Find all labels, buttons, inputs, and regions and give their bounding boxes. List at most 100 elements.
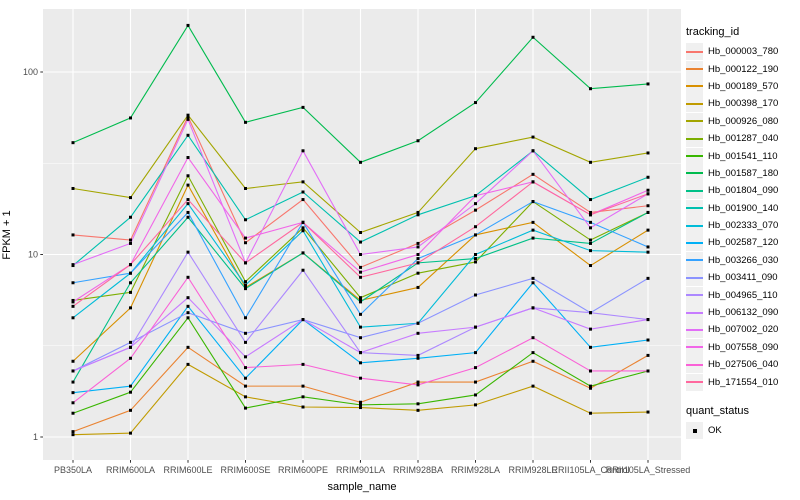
data-point: [416, 253, 420, 256]
data-point: [129, 241, 132, 245]
legend-item-label: Hb_007002_020: [708, 324, 779, 336]
legend-item: Hb_001541_110: [686, 147, 798, 165]
data-point: [531, 336, 535, 340]
legend-item-label: Hb_000926_080: [708, 115, 779, 127]
legend-line-swatch-icon: [686, 381, 703, 384]
legend-key: [686, 43, 703, 61]
data-point: [416, 213, 420, 217]
legend-item-label: Hb_001587_180: [708, 167, 779, 179]
data-point: [359, 253, 362, 256]
data-point: [186, 183, 190, 187]
data-point: [359, 275, 362, 279]
legend-item-label: Hb_000122_190: [708, 63, 779, 75]
legend-item-label: Hb_000398_170: [708, 98, 779, 110]
data-point: [359, 351, 362, 355]
data-point: [589, 226, 592, 230]
data-point: [646, 204, 650, 208]
x-tick-label: RRII105LA_Stressed: [606, 465, 691, 475]
data-point: [646, 175, 650, 179]
data-point: [129, 408, 132, 412]
x-tick-label: RRII105LA_Control: [551, 465, 629, 475]
tracking-id-legend-items: Hb_000003_780 Hb_000122_190 Hb_000189_570 H…: [686, 43, 798, 391]
legend-key: [686, 286, 703, 304]
legend-line-swatch-icon: [686, 172, 703, 175]
data-point: [474, 225, 477, 229]
data-point: [474, 147, 477, 151]
data-point: [589, 384, 592, 388]
data-point: [301, 105, 305, 109]
data-point: [474, 293, 477, 297]
data-point: [129, 238, 132, 242]
legend-line-swatch-icon: [686, 137, 703, 140]
legend-item-label: Hb_001804_090: [708, 185, 779, 197]
data-point: [416, 380, 420, 384]
data-point: [416, 383, 420, 387]
data-point: [244, 186, 247, 190]
x-tick-label: RRIM928LE: [508, 465, 557, 475]
data-point: [646, 338, 650, 342]
data-point: [589, 369, 592, 373]
legend-key: [686, 217, 703, 235]
legend-line-swatch-icon: [686, 120, 703, 123]
data-point: [589, 213, 592, 217]
data-point: [301, 362, 305, 366]
legend-item-label: Hb_001900_140: [708, 202, 779, 214]
data-point: [186, 117, 190, 121]
legend-line-swatch-icon: [686, 346, 703, 349]
data-point: [186, 210, 190, 214]
legend-item: Hb_001804_090: [686, 182, 798, 200]
data-point: [531, 172, 535, 176]
data-point: [71, 141, 75, 145]
data-point: [589, 345, 592, 349]
data-point: [244, 218, 247, 222]
data-point: [589, 311, 592, 315]
legend-line-swatch-icon: [686, 259, 703, 262]
legend-line-swatch-icon: [686, 68, 703, 71]
data-point: [129, 263, 132, 267]
data-point: [71, 300, 75, 304]
legend-key: [686, 77, 703, 95]
data-point: [301, 395, 305, 399]
legend-item-label: Hb_001287_040: [708, 133, 779, 145]
legend-item-label: Hb_002587_120: [708, 237, 779, 249]
data-point: [301, 318, 305, 322]
legend-key: [686, 182, 703, 200]
legend-line-swatch-icon: [686, 311, 703, 314]
data-point: [186, 198, 190, 202]
data-point: [589, 411, 592, 415]
data-point: [71, 391, 75, 395]
data-point: [474, 202, 477, 206]
data-point: [474, 257, 477, 261]
data-point: [589, 210, 592, 214]
data-point: [71, 233, 75, 237]
data-point: [531, 149, 535, 153]
data-point: [416, 408, 420, 412]
data-point: [359, 336, 362, 340]
y-axis-title: FPKM + 1: [1, 210, 13, 260]
data-point: [359, 300, 362, 304]
data-point: [71, 304, 75, 308]
data-point: [71, 281, 75, 285]
data-point: [646, 151, 650, 155]
data-point: [359, 240, 362, 244]
data-point: [71, 380, 75, 384]
data-point: [474, 194, 477, 198]
legend-item: Hb_001287_040: [686, 130, 798, 148]
legend-line-swatch-icon: [686, 241, 703, 244]
data-point: [359, 325, 362, 329]
legend-line-swatch-icon: [686, 294, 703, 297]
data-point: [589, 238, 592, 242]
y-tick-label: 1: [33, 432, 38, 442]
data-point: [301, 229, 305, 233]
data-point: [186, 113, 190, 117]
legend-line-swatch-icon: [686, 189, 703, 192]
data-point: [589, 264, 592, 268]
data-point: [71, 433, 75, 437]
data-point: [416, 321, 420, 325]
legend-key: [686, 147, 703, 165]
data-point: [244, 340, 247, 344]
data-point: [129, 215, 132, 219]
legend-item: OK: [686, 422, 798, 439]
data-point: [129, 431, 132, 435]
